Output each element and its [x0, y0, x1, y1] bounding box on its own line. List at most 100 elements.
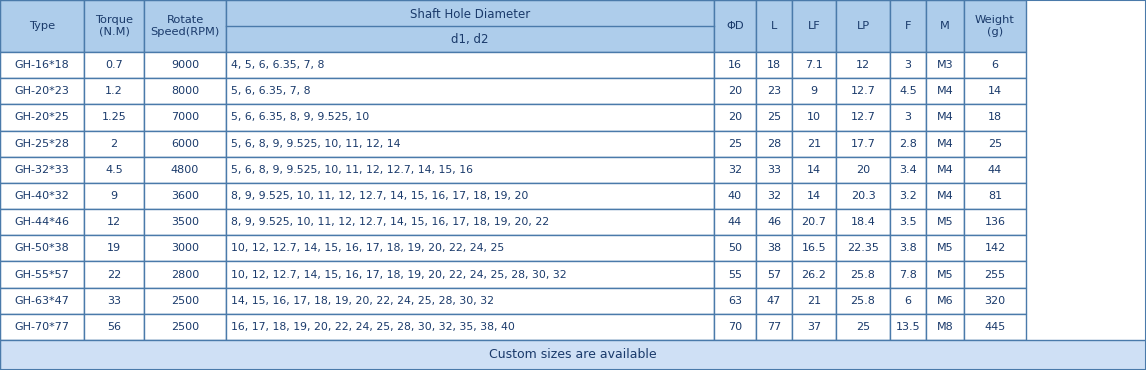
Text: 21: 21 [807, 139, 821, 149]
Text: 6000: 6000 [171, 139, 199, 149]
Bar [792, 131, 835, 157]
Bar [926, 209, 964, 235]
Text: M4: M4 [936, 165, 953, 175]
Bar [835, 52, 890, 78]
Text: 10, 12, 12.7, 14, 15, 16, 17, 18, 19, 20, 22, 24, 25: 10, 12, 12.7, 14, 15, 16, 17, 18, 19, 20… [231, 243, 504, 253]
Bar [835, 131, 890, 157]
Text: M4: M4 [936, 86, 953, 96]
Text: 4, 5, 6, 6.35, 7, 8: 4, 5, 6, 6.35, 7, 8 [231, 60, 324, 70]
Bar [84, 52, 144, 78]
Text: LP: LP [856, 21, 870, 31]
Text: 16.5: 16.5 [802, 243, 826, 253]
Bar [0, 183, 84, 209]
Bar [926, 0, 964, 52]
Bar [890, 287, 926, 314]
Bar [0, 131, 84, 157]
Bar [792, 262, 835, 287]
Bar [714, 235, 756, 262]
Text: 0.7: 0.7 [105, 60, 123, 70]
Bar [84, 104, 144, 131]
Bar [926, 262, 964, 287]
Text: 3600: 3600 [171, 191, 199, 201]
Text: 37: 37 [807, 322, 821, 332]
Bar [926, 131, 964, 157]
Bar [964, 314, 1026, 340]
Text: GH-70*77: GH-70*77 [15, 322, 70, 332]
Text: 32: 32 [728, 165, 743, 175]
Text: 56: 56 [107, 322, 121, 332]
Bar [964, 0, 1026, 52]
Bar [792, 157, 835, 183]
Text: 18: 18 [767, 60, 782, 70]
Text: 6: 6 [991, 60, 998, 70]
Text: Type: Type [29, 21, 55, 31]
Bar [84, 287, 144, 314]
Bar [835, 209, 890, 235]
Text: 142: 142 [984, 243, 1006, 253]
Text: 320: 320 [984, 296, 1005, 306]
Bar [144, 235, 226, 262]
Bar [890, 78, 926, 104]
Text: 9: 9 [810, 86, 817, 96]
Text: 2: 2 [110, 139, 118, 149]
Text: 26.2: 26.2 [801, 270, 826, 280]
Text: Torque
(N.M): Torque (N.M) [95, 15, 133, 37]
Text: 6: 6 [904, 296, 911, 306]
Text: 2800: 2800 [171, 270, 199, 280]
Text: 4.5: 4.5 [105, 165, 123, 175]
Text: GH-55*57: GH-55*57 [15, 270, 70, 280]
Text: 8, 9, 9.525, 10, 11, 12, 12.7, 14, 15, 16, 17, 18, 19, 20, 22: 8, 9, 9.525, 10, 11, 12, 12.7, 14, 15, 1… [231, 217, 549, 227]
Bar [890, 183, 926, 209]
Text: 8, 9, 9.525, 10, 11, 12, 12.7, 14, 15, 16, 17, 18, 19, 20: 8, 9, 9.525, 10, 11, 12, 12.7, 14, 15, 1… [231, 191, 528, 201]
Text: M4: M4 [936, 139, 953, 149]
Bar [0, 340, 1146, 370]
Text: 25.8: 25.8 [850, 270, 876, 280]
Bar [0, 314, 84, 340]
Text: 12: 12 [856, 60, 870, 70]
Bar [964, 262, 1026, 287]
Text: M8: M8 [936, 322, 953, 332]
Text: 8000: 8000 [171, 86, 199, 96]
Bar [144, 78, 226, 104]
Bar [714, 183, 756, 209]
Bar [226, 287, 714, 314]
Text: 25: 25 [767, 112, 782, 122]
Bar [226, 183, 714, 209]
Text: 5, 6, 6.35, 7, 8: 5, 6, 6.35, 7, 8 [231, 86, 311, 96]
Bar [756, 157, 792, 183]
Bar [792, 104, 835, 131]
Text: 33: 33 [107, 296, 121, 306]
Bar [926, 104, 964, 131]
Text: GH-32*33: GH-32*33 [15, 165, 70, 175]
Bar [714, 131, 756, 157]
Text: 4.5: 4.5 [900, 86, 917, 96]
Text: 21: 21 [807, 296, 821, 306]
Text: GH-44*46: GH-44*46 [15, 217, 70, 227]
Text: 12: 12 [107, 217, 121, 227]
Bar [835, 0, 890, 52]
Bar [792, 0, 835, 52]
Text: 18.4: 18.4 [850, 217, 876, 227]
Text: Rotate
Speed(RPM): Rotate Speed(RPM) [150, 15, 220, 37]
Bar [926, 157, 964, 183]
Text: 23: 23 [767, 86, 782, 96]
Text: 50: 50 [728, 243, 741, 253]
Bar [835, 157, 890, 183]
Bar [756, 0, 792, 52]
Text: 16, 17, 18, 19, 20, 22, 24, 25, 28, 30, 32, 35, 38, 40: 16, 17, 18, 19, 20, 22, 24, 25, 28, 30, … [231, 322, 515, 332]
Text: 81: 81 [988, 191, 1002, 201]
Text: 22.35: 22.35 [847, 243, 879, 253]
Text: 3.4: 3.4 [900, 165, 917, 175]
Bar [714, 78, 756, 104]
Bar [964, 78, 1026, 104]
Text: GH-16*18: GH-16*18 [15, 60, 70, 70]
Text: M5: M5 [936, 243, 953, 253]
Bar [890, 0, 926, 52]
Bar [756, 262, 792, 287]
Text: 14: 14 [807, 165, 821, 175]
Text: 10: 10 [807, 112, 821, 122]
Text: 25: 25 [728, 139, 743, 149]
Bar [84, 157, 144, 183]
Bar [226, 104, 714, 131]
Text: 57: 57 [767, 270, 782, 280]
